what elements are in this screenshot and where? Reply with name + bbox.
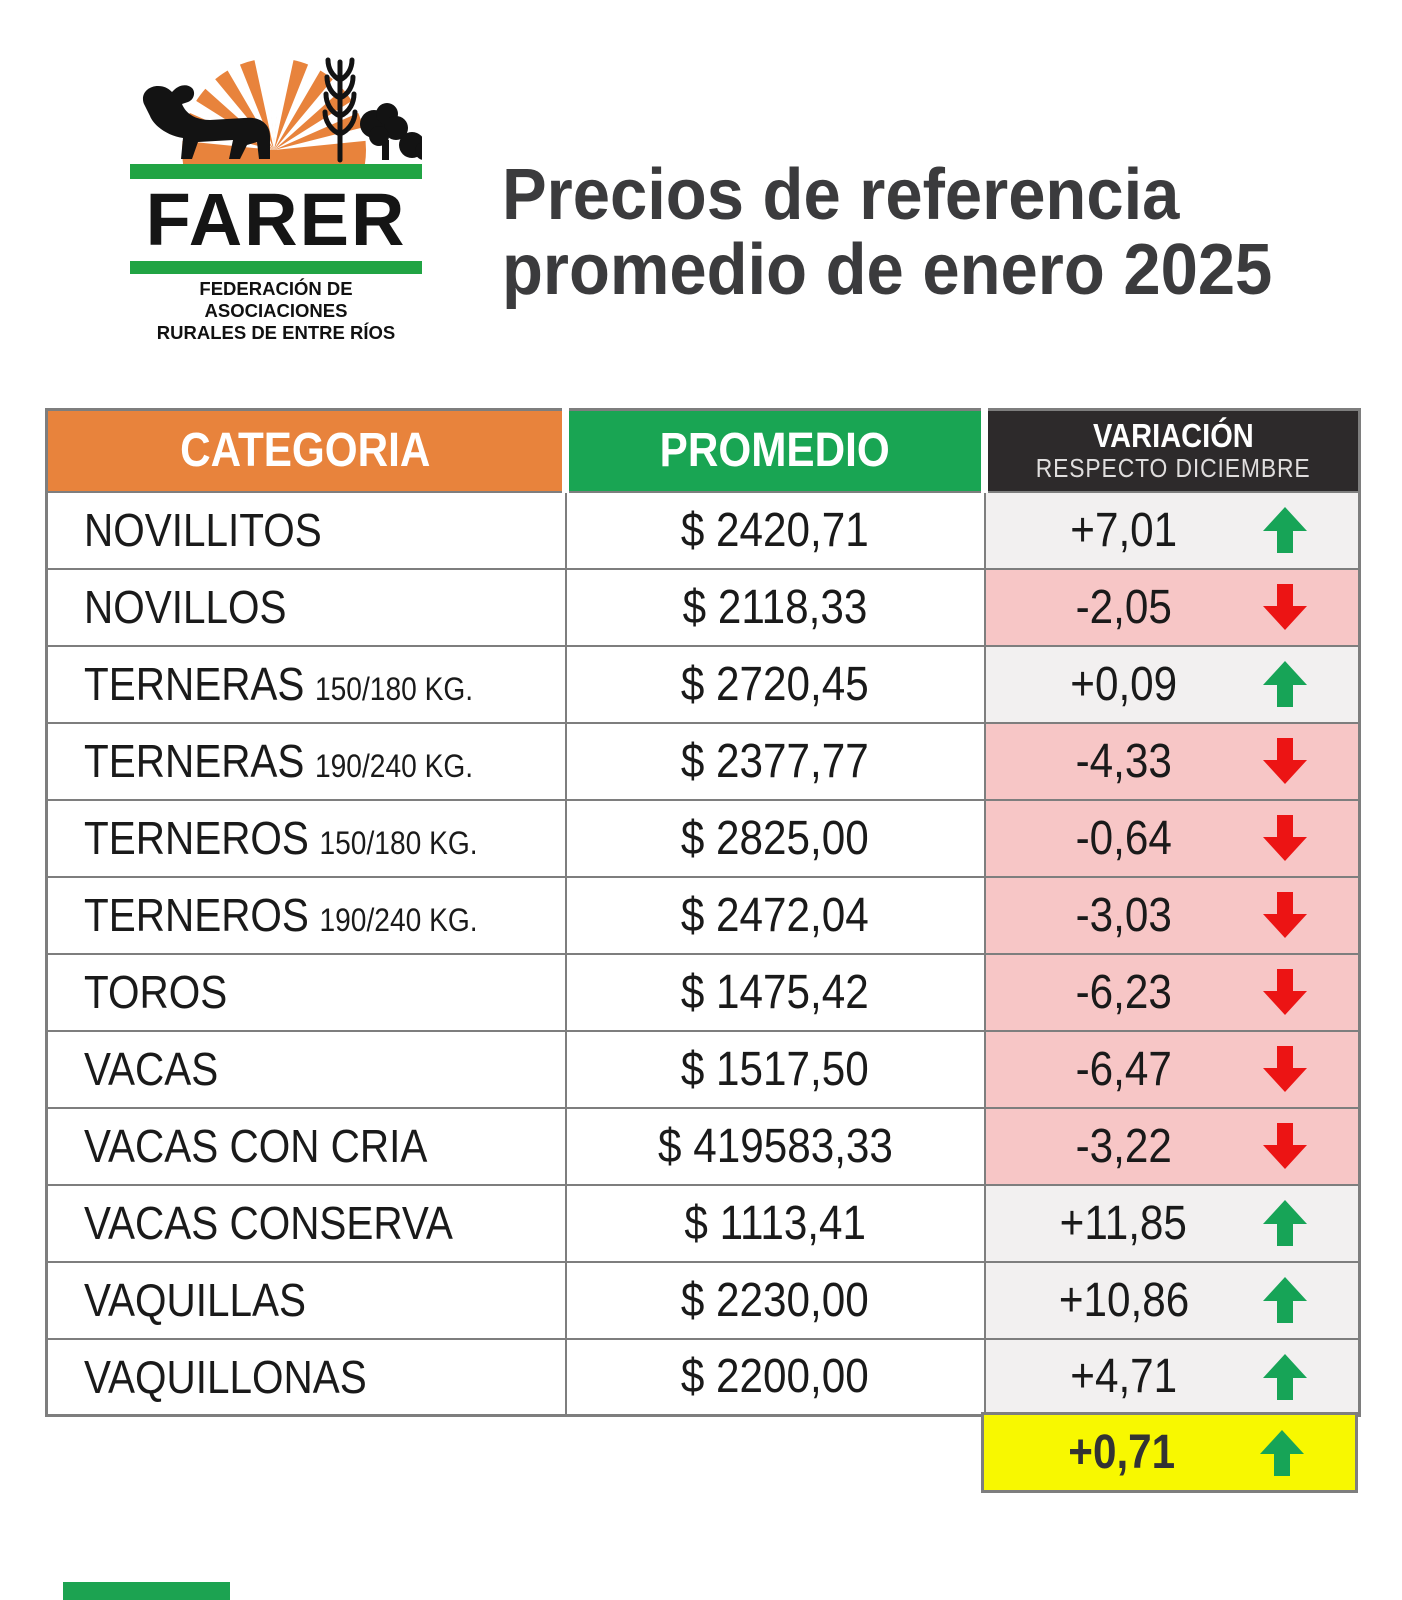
variation-value: -6,47 [1075,1042,1172,1096]
down-arrow-icon [1262,892,1308,938]
average-price: $ 2720,45 [681,657,869,711]
page-title: Precios de referencia promedio de enero … [502,158,1330,308]
average-price: $ 2118,33 [682,580,868,634]
down-arrow-icon [1262,1046,1308,1092]
up-arrow-icon [1262,1200,1308,1246]
up-arrow-icon [1262,507,1308,553]
category-label: NOVILLITOS [84,504,322,556]
table-row: TOROS $ 1475,42 -6,23 [45,952,1361,1032]
down-arrow-icon [1262,1123,1308,1169]
farm-illustration-icon [142,55,422,164]
category-label: VACAS CONSERVA [84,1197,453,1249]
category-label: NOVILLOS [84,581,287,633]
category-weight-range: 150/180 KG. [319,825,478,861]
table-row: VACAS $ 1517,50 -6,47 [45,1029,1361,1109]
page-title-line2: promedio de enero 2025 [502,230,1273,310]
average-price: $ 1517,50 [681,1042,869,1096]
logo-wordmark: FARER [145,178,407,261]
logo-subtitle: FEDERACIÓN DE ASOCIACIONES RURALES DE EN… [130,278,422,344]
down-arrow-icon [1262,584,1308,630]
price-table: CATEGORIA PROMEDIO VARIACIÓN RESPECTO DI… [45,408,1361,1417]
page-title-line1: Precios de referencia [502,155,1180,235]
category-weight-range: 190/240 KG. [314,748,474,784]
table-row: VACAS CON CRIA $ 419583,33 -3,22 [45,1106,1361,1186]
variation-value: -2,05 [1075,580,1172,634]
variation-value: +10,86 [1058,1273,1189,1327]
table-row: NOVILLITOS $ 2420,71 +7,01 [45,490,1361,570]
category-label: TERNERAS [84,658,305,710]
category-label: TERNEROS [84,812,309,864]
header-promedio: PROMEDIO [562,408,988,493]
logo-subtitle-line1: FEDERACIÓN DE ASOCIACIONES [199,278,353,321]
category-label: VAQUILLAS [84,1274,306,1326]
category-label: VACAS [84,1043,219,1095]
table-row: VAQUILLONAS $ 2200,00 +4,71 [45,1337,1361,1417]
up-arrow-icon [1262,1353,1308,1400]
table-row: NOVILLOS $ 2118,33 -2,05 [45,567,1361,647]
trees-icon [360,103,422,160]
header-variacion: VARIACIÓN RESPECTO DICIEMBRE [983,408,1361,493]
bottom-green-bar [63,1582,230,1600]
average-price: $ 1475,42 [681,965,869,1019]
table-header-row: CATEGORIA PROMEDIO VARIACIÓN RESPECTO DI… [45,408,1361,493]
variation-value: -3,03 [1075,888,1172,942]
cow-icon [142,85,270,159]
category-label: VAQUILLONAS [84,1350,367,1403]
logo-green-bar-bottom [130,261,422,274]
category-label: VACAS CON CRIA [84,1120,428,1172]
down-arrow-icon [1262,815,1308,861]
logo-subtitle-line2: RURALES DE ENTRE RÍOS [156,322,396,343]
variation-value: +4,71 [1070,1350,1178,1404]
category-label: TERNEROS [84,889,309,941]
average-price: $ 1113,41 [684,1196,866,1250]
average-price: $ 2825,00 [681,811,869,865]
variation-value: -3,22 [1075,1119,1172,1173]
summary-variation-value: +0,71 [1068,1426,1175,1479]
average-price: $ 2200,00 [681,1350,869,1404]
header-categoria: CATEGORIA [45,408,567,493]
average-price: $ 2230,00 [681,1273,869,1327]
average-price: $ 2472,04 [681,888,869,942]
variation-value: +7,01 [1070,503,1178,557]
variation-value: +11,85 [1060,1196,1188,1250]
average-price: $ 419583,33 [657,1119,893,1173]
category-label: TOROS [84,966,228,1018]
category-weight-range: 190/240 KG. [319,902,478,938]
farer-logo: FARER FEDERACIÓN DE ASOCIACIONES RURALES… [130,52,422,344]
up-arrow-icon [1262,661,1308,707]
variation-value: -0,64 [1075,811,1172,865]
down-arrow-icon [1262,738,1308,784]
table-row: TERNEROS 150/180 KG. $ 2825,00 -0,64 [45,798,1361,878]
variation-value: -6,23 [1075,965,1172,1019]
table-row: TERNERAS 150/180 KG. $ 2720,45 +0,09 [45,644,1361,724]
table-row: TERNEROS 190/240 KG. $ 2472,04 -3,03 [45,875,1361,955]
wheat-icon [322,57,358,163]
average-price: $ 2420,71 [681,503,869,557]
table-row: VAQUILLAS $ 2230,00 +10,86 [45,1260,1361,1340]
down-arrow-icon [1262,969,1308,1015]
logo-green-bar-top [130,164,422,179]
variation-value: -4,33 [1075,734,1172,788]
table-row: TERNERAS 190/240 KG. $ 2377,77 -4,33 [45,721,1361,801]
category-label: TERNERAS [84,735,305,787]
up-arrow-icon [1262,1277,1308,1323]
up-arrow-icon [1259,1429,1305,1476]
table-row: VACAS CONSERVA $ 1113,41 +11,85 [45,1183,1361,1263]
average-price: $ 2377,77 [681,734,869,788]
category-weight-range: 150/180 KG. [314,671,474,707]
summary-variation-cell: +0,71 [981,1412,1358,1493]
variation-value: +0,09 [1070,657,1178,711]
